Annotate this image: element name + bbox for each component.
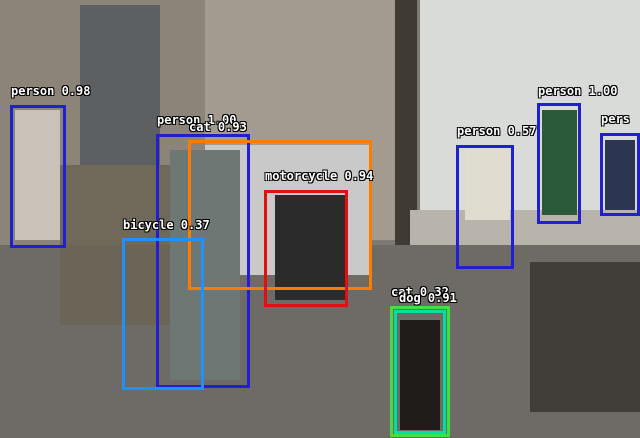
label-person-2: person 1.00 bbox=[157, 113, 237, 127]
person-shape-2 bbox=[170, 150, 240, 380]
person-shape-5 bbox=[605, 140, 635, 210]
label-cat-2: cat 0.32 bbox=[391, 285, 449, 299]
bbox-person-1 bbox=[10, 105, 66, 248]
label-dog: dog 0.91 bbox=[399, 291, 457, 305]
bbox-dog bbox=[394, 310, 446, 434]
door-grate bbox=[80, 5, 160, 165]
label-person-3: person 0.57 bbox=[457, 124, 537, 138]
cart-right bbox=[530, 262, 640, 412]
label-person-1: person 0.98 bbox=[11, 84, 91, 98]
motorcycle-shape bbox=[275, 195, 345, 300]
bbox-cat-1 bbox=[188, 140, 372, 290]
person-shape-3 bbox=[465, 150, 510, 220]
label-motorcycle: motorcycle 0.94 bbox=[265, 169, 374, 183]
bbox-bicycle bbox=[122, 238, 204, 390]
label-bicycle: bicycle 0.37 bbox=[123, 218, 210, 232]
bbox-cat-2 bbox=[390, 306, 450, 437]
label-person-5: pers bbox=[601, 112, 630, 126]
label-cat-1: cat 0.93 bbox=[189, 120, 247, 134]
person-shape-1 bbox=[15, 110, 60, 240]
bbox-person-4 bbox=[537, 103, 581, 224]
person-shape-4 bbox=[542, 110, 577, 215]
dog-shape bbox=[400, 320, 440, 430]
label-person-4: person 1.00 bbox=[538, 84, 618, 98]
bbox-motorcycle bbox=[264, 190, 348, 307]
bbox-person-5 bbox=[600, 133, 640, 216]
bbox-person-3 bbox=[456, 145, 514, 269]
